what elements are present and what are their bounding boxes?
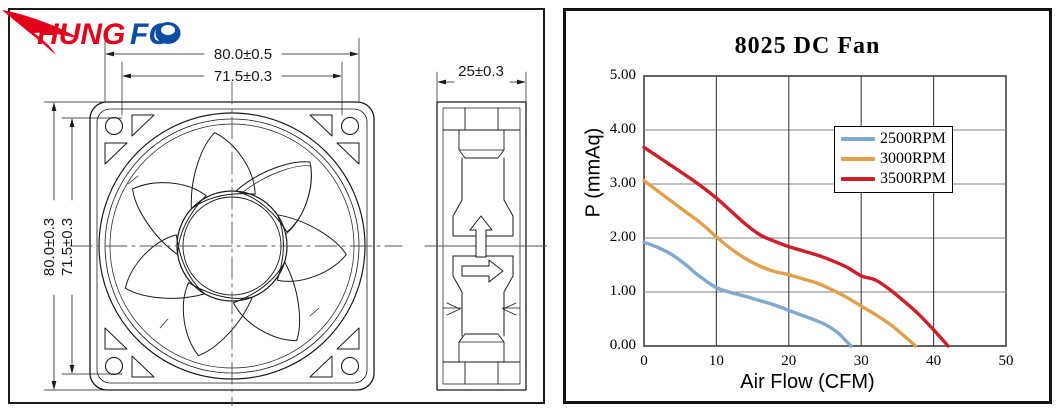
- y-tick-label: 3.00: [609, 175, 636, 191]
- data-series: [642, 145, 950, 348]
- y-tick-label: 5.00: [609, 67, 636, 83]
- legend-item-3000rpm[interactable]: 3000RPM: [841, 149, 946, 169]
- chart-plot-svg: [642, 75, 1007, 348]
- plot-area: [643, 75, 1007, 347]
- legend-label: 3500RPM: [880, 170, 946, 187]
- x-tick-label: 20: [781, 353, 797, 369]
- y-tick-label: 1.00: [609, 283, 636, 299]
- chart: 8025 DC Fan 0.00 1.00 2.00 3.00 4.00 5.00 0 10…: [566, 11, 1049, 401]
- y-axis-label: P (mmAq): [582, 127, 605, 218]
- y-tick-label: 2.00: [609, 229, 636, 245]
- x-tick-label: 40: [926, 353, 942, 369]
- x-tick-label: 50: [998, 353, 1014, 369]
- legend-swatch-icon: [841, 157, 875, 161]
- legend-swatch-icon: [841, 177, 875, 181]
- series-line-2500rpm: [642, 240, 853, 348]
- x-tick-label: 30: [853, 353, 869, 369]
- chart-legend: 2500RPM 3000RPM 3500RPM: [834, 126, 953, 193]
- dim-left-outer-text: 80.0±0.3: [41, 218, 58, 276]
- dim-top-outer-text: 80.0±0.5: [214, 46, 272, 63]
- dim-thickness-text: 25±0.3: [458, 63, 504, 80]
- legend-label: 3000RPM: [880, 150, 946, 167]
- chart-title: 8025 DC Fan: [734, 33, 881, 59]
- grid-lines: [644, 76, 1006, 346]
- legend-item-2500rpm[interactable]: 2500RPM: [841, 129, 946, 149]
- y-tick-label: 0.00: [609, 337, 636, 353]
- series-line-3500rpm: [642, 145, 950, 348]
- x-axis-label: Air Flow (CFM): [740, 371, 875, 393]
- x-tick-label: 0: [640, 353, 648, 369]
- technical-drawing-panel: 80.0±0.5 71.5±0.3 80.0±0.3 71.5±0.3 25±0…: [8, 8, 547, 406]
- fan-drawing-svg: 80.0±0.5 71.5±0.3 80.0±0.3 71.5±0.3 25±0…: [41, 37, 547, 406]
- x-tick-label: 10: [708, 353, 724, 369]
- dim-left-inner-text: 71.5±0.3: [59, 218, 76, 276]
- series-line-3000rpm: [642, 179, 918, 348]
- legend-label: 2500RPM: [880, 130, 946, 147]
- dim-top-inner-text: 71.5±0.3: [214, 68, 272, 85]
- fan-drawing: 80.0±0.5 71.5±0.3 80.0±0.3 71.5±0.3 25±0…: [10, 10, 547, 406]
- y-tick-label: 4.00: [609, 121, 636, 137]
- performance-chart-panel: 8025 DC Fan 0.00 1.00 2.00 3.00 4.00 5.00 0 10…: [563, 8, 1052, 404]
- legend-swatch-icon: [841, 137, 875, 141]
- legend-item-3500rpm[interactable]: 3500RPM: [841, 169, 946, 189]
